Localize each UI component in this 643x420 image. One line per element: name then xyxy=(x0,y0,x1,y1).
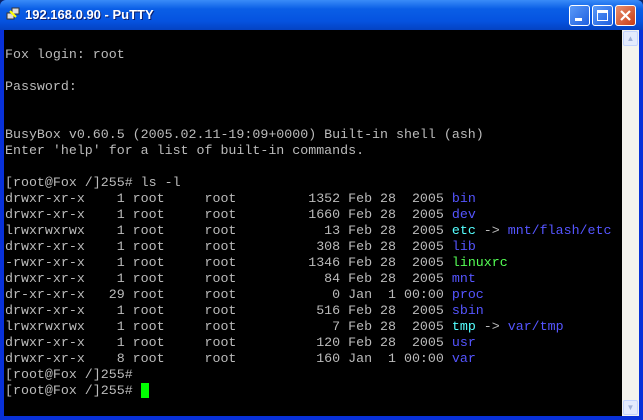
close-icon xyxy=(620,10,631,21)
password-line: Password: xyxy=(5,79,77,94)
listing-row: dr-xr-xr-x 29 root root 0 Jan 1 00:00 pr… xyxy=(5,287,484,303)
file-meta: dr-xr-xr-x 29 root root 0 Jan 1 00:00 xyxy=(5,287,452,302)
terminal-line: Password: xyxy=(5,79,77,95)
file-meta: lrwxrwxrwx 1 root root 7 Feb 28 2005 xyxy=(5,319,452,334)
terminal-line: Fox login: root xyxy=(5,47,125,63)
maximize-icon xyxy=(597,10,608,21)
putty-icon xyxy=(6,7,20,20)
banner-line: BusyBox v0.60.5 (2005.02.11-19:09+0000) … xyxy=(5,127,484,142)
file-meta: drwxr-xr-x 1 root root 1352 Feb 28 2005 xyxy=(5,191,452,206)
file-name: etc xyxy=(451,223,476,238)
file-name: var xyxy=(451,351,476,366)
file-name: lib xyxy=(451,239,476,254)
file-meta: -rwxr-xr-x 1 root root 1346 Feb 28 2005 xyxy=(5,255,452,270)
file-name: usr xyxy=(451,335,476,350)
listing-row: lrwxrwxrwx 1 root root 7 Feb 28 2005 tmp… xyxy=(5,319,564,335)
minimize-icon xyxy=(575,18,582,21)
prompt: [root@Fox /]255# xyxy=(5,367,141,382)
listing-row: drwxr-xr-x 1 root root 1660 Feb 28 2005 … xyxy=(5,207,476,223)
listing-row: drwxr-xr-x 1 root root 84 Feb 28 2005 mn… xyxy=(5,271,476,287)
terminal-line: [root@Fox /]255# xyxy=(5,367,141,383)
file-name: proc xyxy=(451,287,484,302)
symlink-arrow: -> xyxy=(475,223,508,238)
command-line: [root@Fox /]255# ls -l xyxy=(5,175,181,190)
file-name: tmp xyxy=(451,319,476,334)
terminal-line: [root@Fox /]255# xyxy=(5,383,149,399)
file-name: linuxrc xyxy=(451,255,508,270)
listing-row: drwxr-xr-x 8 root root 160 Jan 1 00:00 v… xyxy=(5,351,476,367)
listing-row: lrwxrwxrwx 1 root root 13 Feb 28 2005 et… xyxy=(5,223,611,239)
maximize-button[interactable] xyxy=(592,5,613,26)
terminal-line: BusyBox v0.60.5 (2005.02.11-19:09+0000) … xyxy=(5,127,484,143)
file-meta: lrwxrwxrwx 1 root root 13 Feb 28 2005 xyxy=(5,223,452,238)
file-meta: drwxr-xr-x 1 root root 516 Feb 28 2005 xyxy=(5,303,452,318)
file-meta: drwxr-xr-x 1 root root 308 Feb 28 2005 xyxy=(5,239,452,254)
terminal-line: Enter 'help' for a list of built-in comm… xyxy=(5,143,364,159)
window-title: 192.168.0.90 - PuTTY xyxy=(25,7,154,22)
symlink-target: var/tmp xyxy=(507,319,564,334)
vertical-scrollbar[interactable]: ▲ ▼ xyxy=(622,30,639,416)
symlink-arrow: -> xyxy=(475,319,508,334)
file-meta: drwxr-xr-x 1 root root 1660 Feb 28 2005 xyxy=(5,207,452,222)
file-meta: drwxr-xr-x 1 root root 84 Feb 28 2005 xyxy=(5,271,452,286)
prompt: [root@Fox /]255# xyxy=(5,383,141,398)
login-line: Fox login: root xyxy=(5,47,125,62)
symlink-target: mnt/flash/etc xyxy=(507,223,612,238)
file-name: mnt xyxy=(451,271,476,286)
listing-row: drwxr-xr-x 1 root root 308 Feb 28 2005 l… xyxy=(5,239,476,255)
terminal-line: [root@Fox /]255# ls -l xyxy=(5,175,181,191)
scroll-up-button[interactable]: ▲ xyxy=(623,31,638,46)
terminal-screen[interactable]: Fox login: root Password: BusyBox v0.60.5 … xyxy=(4,30,622,416)
file-name: sbin xyxy=(451,303,484,318)
listing-row: drwxr-xr-x 1 root root 516 Feb 28 2005 s… xyxy=(5,303,484,319)
file-meta: drwxr-xr-x 1 root root 120 Feb 28 2005 xyxy=(5,335,452,350)
close-button[interactable] xyxy=(615,5,636,26)
cursor xyxy=(140,383,149,398)
title-bar[interactable]: 192.168.0.90 - PuTTY xyxy=(0,0,643,30)
file-name: dev xyxy=(451,207,476,222)
banner-line: Enter 'help' for a list of built-in comm… xyxy=(5,143,365,158)
listing-row: drwxr-xr-x 1 root root 120 Feb 28 2005 u… xyxy=(5,335,476,351)
file-name: bin xyxy=(451,191,476,206)
scroll-down-button[interactable]: ▼ xyxy=(623,400,638,415)
listing-row: -rwxr-xr-x 1 root root 1346 Feb 28 2005 … xyxy=(5,255,508,271)
listing-row: drwxr-xr-x 1 root root 1352 Feb 28 2005 … xyxy=(5,191,476,207)
minimize-button[interactable] xyxy=(569,5,590,26)
file-meta: drwxr-xr-x 8 root root 160 Jan 1 00:00 xyxy=(5,351,452,366)
